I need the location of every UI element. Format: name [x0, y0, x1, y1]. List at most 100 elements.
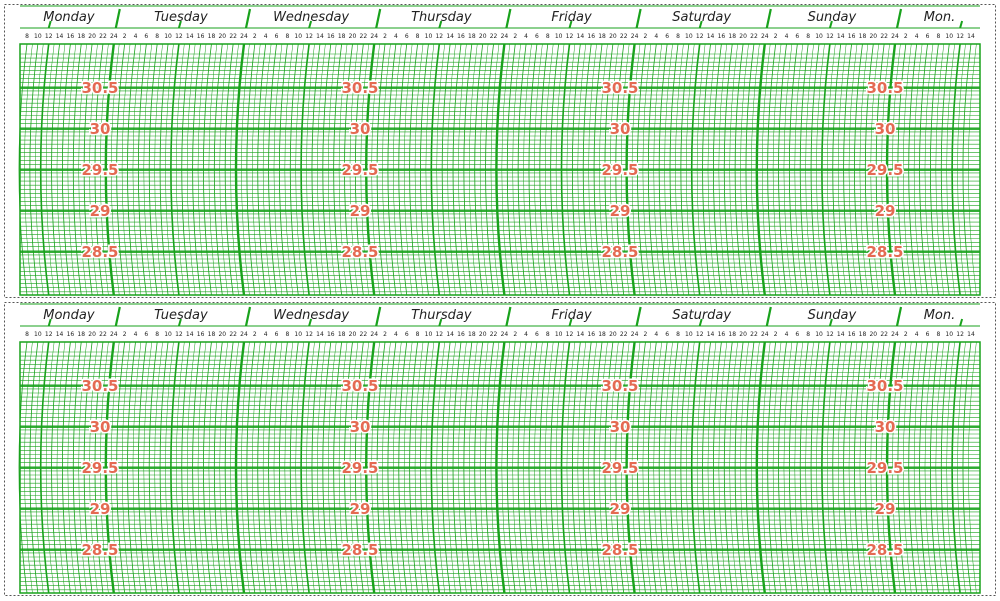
hour-label: 22	[229, 331, 237, 338]
pressure-label: 28.5	[866, 243, 903, 261]
time-line	[192, 341, 201, 594]
day-divider	[244, 8, 252, 29]
time-line	[354, 43, 364, 296]
noon-tick	[568, 318, 573, 327]
hour-label: 16	[718, 331, 726, 338]
hour-label: 4	[915, 331, 919, 338]
time-line	[137, 341, 147, 594]
time-line	[104, 341, 115, 594]
time-line	[181, 341, 191, 594]
hour-label: 10	[945, 331, 953, 338]
time-line	[344, 341, 353, 594]
time-line	[951, 341, 961, 594]
hour-label: 24	[110, 331, 118, 338]
time-line	[279, 341, 288, 594]
hour-label: 18	[859, 331, 867, 338]
hour-label: 20	[869, 33, 877, 40]
time-line	[506, 43, 516, 296]
time-line	[311, 341, 321, 594]
time-line	[333, 341, 343, 594]
hour-label: 2	[383, 331, 387, 338]
hour-label: 8	[155, 331, 159, 338]
hour-label: 18	[468, 33, 476, 40]
hour-label: 20	[739, 331, 747, 338]
day-label: Thursday	[411, 308, 472, 323]
time-line	[246, 341, 256, 594]
hour-label: 24	[891, 331, 899, 338]
time-line	[637, 341, 646, 594]
hour-label: 22	[880, 33, 888, 40]
noon-tick	[698, 20, 703, 29]
hour-label: 14	[837, 331, 845, 338]
time-line	[550, 341, 560, 594]
time-line	[463, 341, 473, 594]
time-line	[745, 341, 755, 594]
time-line	[897, 43, 907, 296]
time-line	[550, 43, 560, 296]
time-line	[51, 43, 60, 296]
time-line	[517, 341, 527, 594]
pressure-label: 29	[610, 500, 631, 518]
time-line	[268, 43, 277, 296]
time-line	[94, 43, 104, 296]
time-line	[669, 341, 679, 594]
time-line	[159, 341, 169, 594]
time-line	[474, 341, 484, 594]
time-line	[810, 341, 820, 594]
time-line	[940, 341, 950, 594]
hour-label: 12	[175, 33, 183, 40]
hour-label: 6	[535, 331, 539, 338]
pressure-label: 29.5	[81, 459, 118, 477]
time-line	[930, 341, 939, 594]
time-line	[571, 341, 581, 594]
hour-label: 6	[405, 331, 409, 338]
time-line	[409, 341, 418, 594]
hour-label: 2	[774, 33, 778, 40]
time-line	[940, 43, 950, 296]
pressure-label: 28.5	[81, 243, 118, 261]
time-line	[94, 341, 104, 594]
hour-label: 22	[99, 33, 107, 40]
time-line	[344, 43, 353, 296]
hour-label: 14	[446, 331, 454, 338]
time-line	[452, 341, 462, 594]
time-line	[799, 43, 809, 296]
time-line	[615, 341, 625, 594]
hour-label: 2	[513, 331, 517, 338]
time-line	[854, 341, 863, 594]
pressure-label: 29	[610, 202, 631, 220]
hour-label: 12	[566, 331, 574, 338]
time-line	[203, 341, 212, 594]
hour-label: 22	[99, 331, 107, 338]
pressure-label: 29	[875, 500, 896, 518]
pressure-label: 30.5	[601, 377, 638, 395]
hour-label: 10	[555, 331, 563, 338]
time-line	[420, 341, 429, 594]
noon-tick	[47, 318, 52, 327]
time-line	[300, 341, 310, 594]
time-line	[181, 43, 191, 296]
hour-label: 4	[524, 33, 528, 40]
time-line	[897, 341, 907, 594]
hour-lines	[24, 43, 977, 296]
time-line	[713, 341, 722, 594]
day-label: Tuesday	[154, 308, 208, 323]
hour-label: 2	[904, 33, 908, 40]
day-label: Thursday	[411, 10, 472, 25]
hour-label: 2	[644, 33, 648, 40]
hour-label: 20	[88, 331, 96, 338]
hour-label: 10	[425, 331, 433, 338]
time-line	[203, 43, 212, 296]
hour-label: 14	[967, 33, 975, 40]
time-line	[137, 43, 147, 296]
pressure-label: 30	[875, 418, 896, 436]
time-line	[604, 341, 614, 594]
time-line	[29, 341, 39, 594]
hour-label: 18	[77, 331, 85, 338]
noon-tick	[959, 318, 964, 327]
hour-label: 8	[936, 331, 940, 338]
hour-label: 24	[761, 33, 769, 40]
hour-label: 8	[416, 33, 420, 40]
time-line	[376, 341, 386, 594]
day-label: Friday	[551, 10, 592, 25]
